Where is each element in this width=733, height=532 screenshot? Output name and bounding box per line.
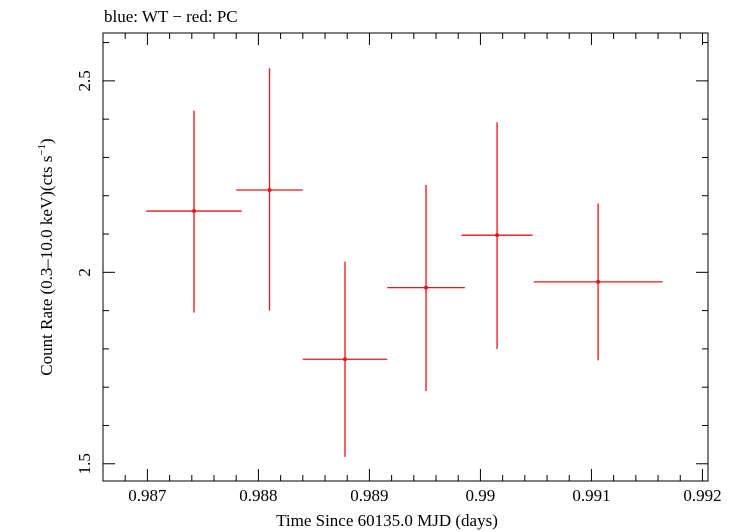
data-point (236, 68, 303, 311)
data-marker (267, 187, 272, 192)
x-tick-label: 0.99 (466, 486, 496, 505)
data-marker (192, 209, 197, 214)
x-axis-ticks (102, 33, 703, 481)
x-tick-label: 0.992 (683, 486, 721, 505)
x-tick-label: 0.987 (128, 486, 167, 505)
y-tick-label: 1.5 (75, 453, 94, 474)
y-axis-label-main: Count Rate (0.3–10.0 keV)(cts s (37, 156, 56, 376)
y-axis-label-exponent: −1 (36, 144, 48, 156)
data-point (146, 110, 242, 313)
data-marker (596, 279, 601, 284)
y-axis-label-close: ) (37, 138, 56, 144)
chart-title: blue: WT − red: PC (104, 7, 238, 26)
y-axis-label: Count Rate (0.3–10.0 keV)(cts s−1) (36, 138, 56, 375)
y-axis-tick-labels: 1.5 2 2.5 (75, 70, 94, 474)
data-marker (343, 357, 347, 362)
y-tick-label: 2.5 (75, 70, 94, 91)
plot-frame (102, 32, 709, 482)
x-axis-tick-labels: 0.987 0.988 0.989 0.99 0.991 0.992 (128, 486, 721, 505)
x-axis-label: Time Since 60135.0 MJD (days) (276, 511, 498, 530)
x-tick-label: 0.989 (350, 486, 388, 505)
data-point (461, 122, 533, 349)
data-marker (495, 233, 500, 238)
data-point (387, 185, 465, 392)
x-tick-label: 0.991 (572, 486, 610, 505)
x-tick-label: 0.988 (239, 486, 277, 505)
y-axis-ticks (103, 42, 708, 465)
y-tick-label: 2 (75, 268, 94, 277)
data-marker (424, 285, 429, 290)
data-point (533, 203, 663, 361)
data-point (302, 261, 388, 457)
data-series-pc (146, 68, 663, 457)
